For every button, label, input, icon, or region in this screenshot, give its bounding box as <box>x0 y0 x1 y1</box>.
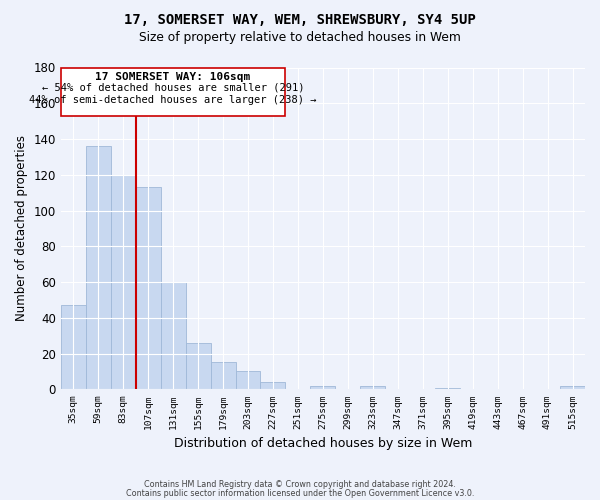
Bar <box>361 386 385 390</box>
Bar <box>211 362 236 390</box>
Bar <box>111 175 136 390</box>
Bar <box>61 306 86 390</box>
Text: Contains HM Land Registry data © Crown copyright and database right 2024.: Contains HM Land Registry data © Crown c… <box>144 480 456 489</box>
Y-axis label: Number of detached properties: Number of detached properties <box>15 136 28 322</box>
Bar <box>161 282 185 390</box>
Text: 17 SOMERSET WAY: 106sqm: 17 SOMERSET WAY: 106sqm <box>95 72 251 82</box>
FancyBboxPatch shape <box>61 68 286 116</box>
Bar <box>260 382 286 390</box>
Bar <box>435 388 460 390</box>
Text: ← 54% of detached houses are smaller (291): ← 54% of detached houses are smaller (29… <box>42 82 304 92</box>
Bar <box>86 146 111 390</box>
Bar <box>310 386 335 390</box>
Text: 44% of semi-detached houses are larger (238) →: 44% of semi-detached houses are larger (… <box>29 95 317 105</box>
Text: Size of property relative to detached houses in Wem: Size of property relative to detached ho… <box>139 32 461 44</box>
X-axis label: Distribution of detached houses by size in Wem: Distribution of detached houses by size … <box>174 437 472 450</box>
Bar <box>560 386 585 390</box>
Text: 17, SOMERSET WAY, WEM, SHREWSBURY, SY4 5UP: 17, SOMERSET WAY, WEM, SHREWSBURY, SY4 5… <box>124 12 476 26</box>
Bar <box>136 188 161 390</box>
Text: Contains public sector information licensed under the Open Government Licence v3: Contains public sector information licen… <box>126 488 474 498</box>
Bar <box>236 372 260 390</box>
Bar <box>185 343 211 390</box>
